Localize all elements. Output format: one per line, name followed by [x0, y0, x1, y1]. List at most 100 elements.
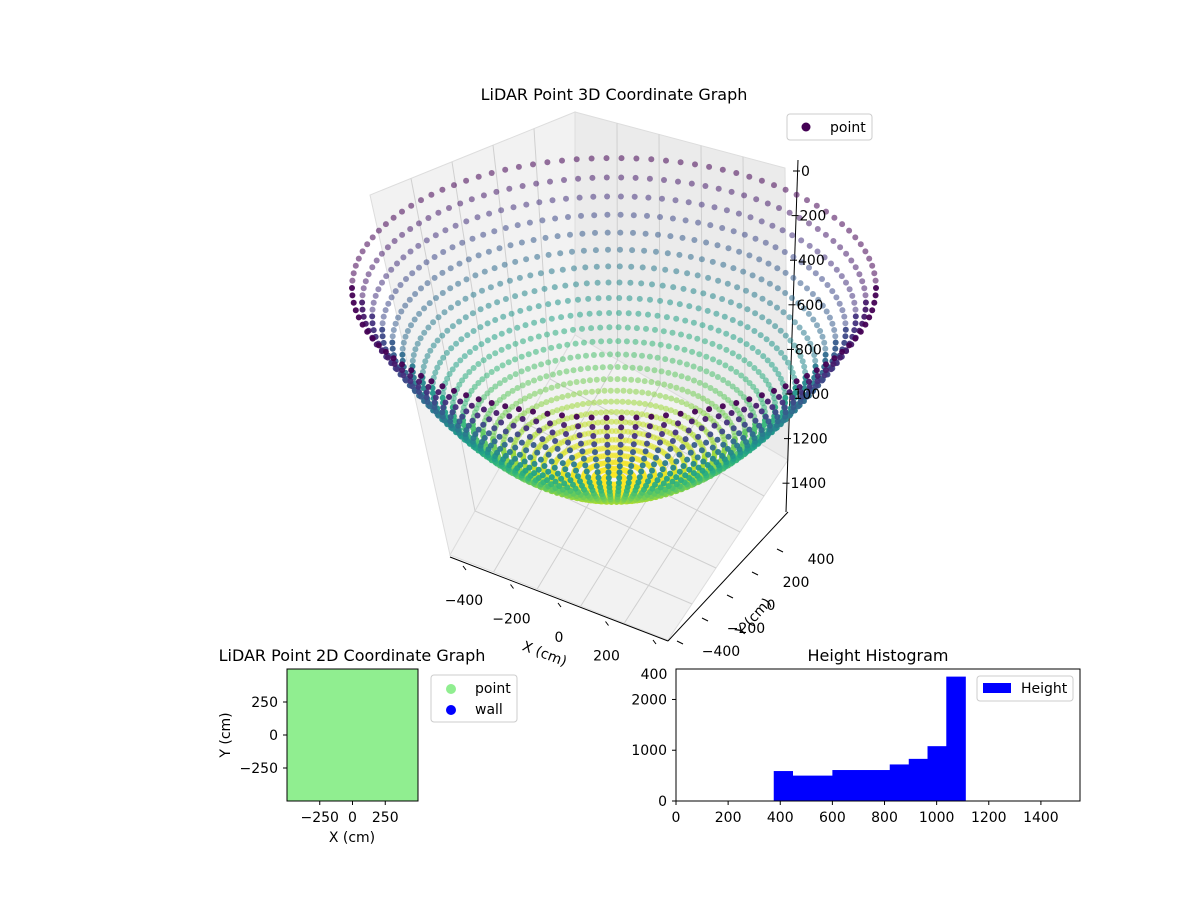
data-point	[548, 384, 555, 391]
data-point	[823, 361, 829, 368]
data-point	[645, 194, 652, 201]
data-point	[703, 353, 710, 360]
data-point	[499, 362, 506, 369]
data-point	[575, 473, 581, 480]
data-point	[842, 326, 849, 333]
data-point	[539, 472, 546, 479]
data-point	[567, 312, 574, 319]
data-point	[774, 413, 781, 420]
data-point	[527, 454, 534, 461]
data-point	[703, 368, 710, 375]
data-point	[481, 268, 488, 275]
data-point	[738, 372, 745, 379]
data-point	[536, 199, 543, 206]
data-point	[548, 268, 555, 275]
data-point	[498, 419, 505, 426]
data-point	[654, 354, 661, 361]
data-point	[557, 250, 564, 257]
y-tick-label: 0	[269, 728, 278, 744]
data-point	[669, 357, 676, 364]
data-point	[575, 296, 581, 303]
data-point	[733, 400, 740, 406]
data-point	[660, 480, 667, 487]
data-point	[527, 335, 534, 342]
data-point	[564, 297, 571, 304]
data-point	[375, 227, 382, 234]
data-point	[359, 306, 366, 313]
data-point	[428, 191, 435, 198]
data-point	[796, 324, 803, 331]
data-point	[730, 228, 737, 235]
data-point	[687, 253, 694, 260]
data-point	[510, 204, 517, 211]
data-point	[676, 301, 683, 308]
data-point	[466, 349, 473, 355]
data-point	[450, 395, 457, 402]
data-point	[595, 295, 602, 302]
data-point	[733, 369, 740, 375]
data-point	[551, 284, 558, 291]
data-point	[709, 293, 716, 300]
data-point	[866, 314, 873, 321]
data-point	[679, 234, 686, 241]
data-point	[669, 215, 676, 222]
data-point	[663, 475, 670, 482]
data-point	[556, 343, 563, 350]
data-point	[791, 342, 798, 349]
data-point	[705, 451, 712, 458]
data-point	[583, 468, 590, 475]
data-point	[760, 353, 767, 360]
data-point	[709, 444, 716, 451]
data-point	[399, 208, 405, 215]
data-point	[493, 188, 500, 195]
data-point	[408, 202, 415, 209]
data-point	[776, 205, 782, 211]
data-point	[871, 270, 878, 277]
data-point	[469, 310, 476, 317]
data-point	[654, 477, 661, 484]
data-point	[534, 253, 541, 260]
data-point	[661, 177, 667, 183]
data-point	[633, 155, 640, 162]
data-point	[435, 209, 442, 216]
data-point	[531, 390, 538, 397]
data-point	[365, 271, 372, 278]
data-point	[777, 327, 784, 334]
data-point	[592, 449, 598, 456]
data-point	[720, 377, 727, 383]
data-point	[545, 301, 552, 308]
data-point	[559, 266, 566, 273]
data-point	[430, 319, 437, 326]
data-point	[514, 222, 521, 229]
legend-label-wall: wall	[475, 702, 503, 718]
data-point	[426, 300, 433, 307]
data-point	[775, 371, 782, 377]
data-point	[541, 285, 548, 292]
data-point	[782, 186, 789, 193]
data-point	[583, 280, 590, 287]
data-point	[579, 325, 585, 332]
data-point	[588, 414, 595, 421]
data-point	[622, 364, 629, 371]
data-point	[616, 263, 623, 270]
data-point	[725, 380, 732, 387]
data-point	[561, 422, 567, 428]
y-tick	[751, 571, 759, 576]
data-point	[439, 186, 446, 193]
data-point	[663, 314, 670, 321]
data-point	[648, 413, 655, 420]
data-point	[535, 303, 542, 310]
data-point	[554, 299, 561, 306]
data-point	[485, 430, 492, 437]
data-point	[502, 225, 509, 231]
data-point	[695, 393, 702, 400]
data-point	[809, 346, 816, 353]
data-point	[559, 394, 566, 400]
data-point	[603, 155, 610, 162]
data-point	[448, 345, 455, 352]
data-point	[730, 334, 737, 340]
data-point	[488, 386, 495, 393]
data-point	[665, 369, 672, 376]
data-point	[479, 287, 485, 294]
data-point	[456, 318, 463, 325]
